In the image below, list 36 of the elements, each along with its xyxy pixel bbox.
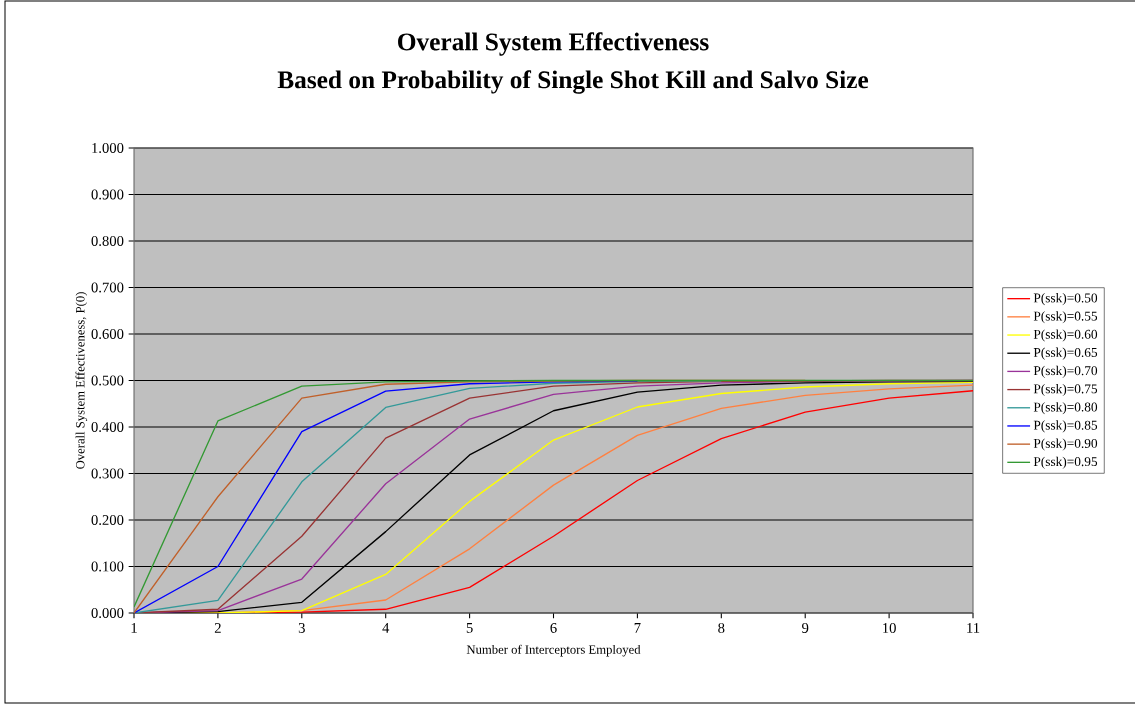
legend-label: P(ssk)=0.60 bbox=[1033, 329, 1098, 342]
x-tick-label: 7 bbox=[634, 623, 641, 633]
y-tick-label: 0.600 bbox=[91, 329, 124, 339]
legend-label: P(ssk)=0.80 bbox=[1033, 402, 1098, 415]
x-tick-label: 2 bbox=[214, 623, 221, 633]
y-tick-label: 0.800 bbox=[91, 236, 124, 246]
x-tick-label: 4 bbox=[382, 623, 390, 633]
y-tick-label: 1.000 bbox=[92, 143, 124, 153]
y-tick-label: 0.300 bbox=[91, 468, 124, 479]
legend-label: P(ssk)=0.90 bbox=[1033, 438, 1098, 451]
y-axis-title: Overall System Effectiveness, P(0) bbox=[75, 292, 88, 469]
x-tick-label: 3 bbox=[298, 623, 305, 633]
y-tick-label: 0.500 bbox=[91, 375, 124, 386]
x-tick-label: 1 bbox=[131, 623, 137, 633]
legend-label: P(ssk)=0.65 bbox=[1033, 347, 1098, 360]
x-axis-title: Number of Interceptors Employed bbox=[466, 644, 641, 657]
legend-label: P(ssk)=0.85 bbox=[1033, 420, 1098, 433]
x-tick-label: 5 bbox=[466, 623, 473, 633]
y-tick-label: 0.200 bbox=[91, 515, 124, 525]
legend-label: P(ssk)=0.70 bbox=[1033, 365, 1098, 378]
chart-title: Overall System Effectiveness bbox=[398, 32, 709, 56]
y-tick-label: 0.000 bbox=[91, 608, 124, 618]
x-tick-label: 9 bbox=[802, 623, 809, 633]
y-tick-label: 0.700 bbox=[91, 282, 124, 293]
legend-label: P(ssk)=0.75 bbox=[1033, 383, 1098, 397]
legend-label: P(ssk)=0.50 bbox=[1033, 293, 1098, 306]
legend-label: P(ssk)=0.55 bbox=[1033, 311, 1098, 324]
y-tick-label: 0.400 bbox=[91, 422, 124, 432]
x-tick-label: 11 bbox=[967, 623, 980, 633]
y-tick-label: 0.900 bbox=[91, 189, 124, 200]
legend-label: P(ssk)=0.95 bbox=[1033, 456, 1098, 469]
chart-subtitle: Based on Probability of Single Shot Kill and Salvo Size bbox=[277, 70, 869, 94]
y-tick-label: 0.100 bbox=[91, 561, 124, 572]
x-tick-label: 8 bbox=[718, 623, 725, 633]
x-tick-label: 6 bbox=[550, 623, 557, 633]
x-tick-label: 10 bbox=[883, 623, 896, 633]
